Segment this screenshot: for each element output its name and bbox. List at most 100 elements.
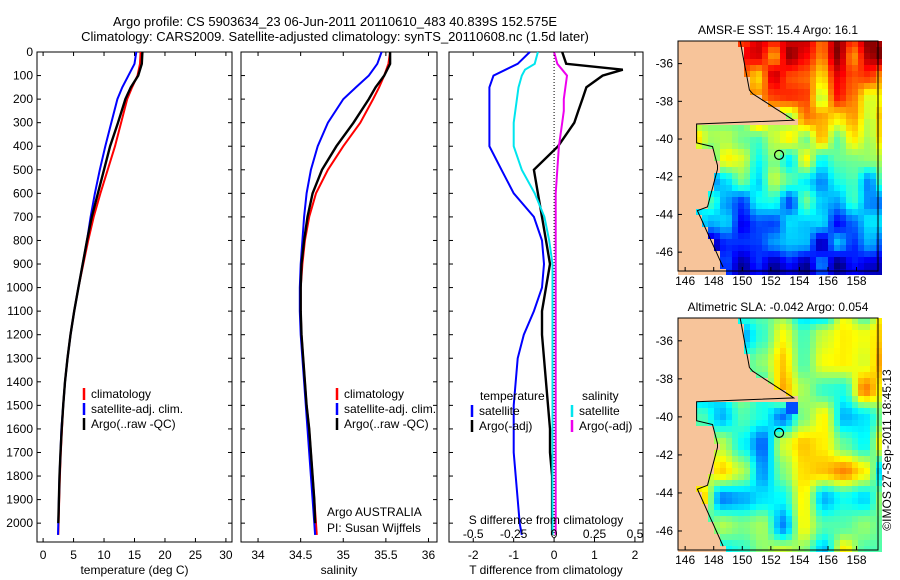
map-cell	[786, 324, 792, 330]
map-cell	[726, 474, 732, 480]
map-cell	[864, 534, 870, 540]
map-cell	[726, 71, 732, 77]
map-cell	[708, 372, 714, 378]
map-cell	[726, 209, 732, 215]
map-cell	[768, 336, 774, 342]
map-cell	[870, 540, 876, 546]
map-cell	[678, 227, 684, 233]
map-cell	[732, 456, 738, 462]
map-cell	[750, 318, 756, 324]
map-cell	[732, 71, 738, 77]
map-cell	[756, 137, 762, 143]
map-cell	[714, 41, 720, 47]
map-cell	[768, 113, 774, 119]
map-cell	[780, 522, 786, 528]
map-cell	[750, 426, 756, 432]
map-cell	[714, 528, 720, 534]
map-cell	[684, 125, 690, 131]
map-cell	[696, 354, 702, 360]
map-cell	[786, 125, 792, 131]
map-cell	[792, 197, 798, 203]
map-cell	[870, 462, 876, 468]
map-cell	[870, 203, 876, 209]
map-cell	[786, 534, 792, 540]
map-cell	[774, 480, 780, 486]
map-cell	[714, 131, 720, 137]
map-cell	[678, 95, 684, 101]
map-cell	[798, 269, 804, 275]
map-cell	[678, 342, 684, 348]
map-cell	[708, 119, 714, 125]
map-cell	[780, 462, 786, 468]
map-cell	[774, 414, 780, 420]
map-cell	[816, 263, 822, 269]
map-cell	[792, 354, 798, 360]
map-cell	[876, 522, 882, 528]
map-cell	[732, 215, 738, 221]
map-cell	[858, 510, 864, 516]
map-cell	[690, 227, 696, 233]
map-cell	[726, 119, 732, 125]
map-cell	[732, 137, 738, 143]
map-cell	[708, 185, 714, 191]
map-cell	[690, 95, 696, 101]
map-cell	[684, 444, 690, 450]
map-cell	[774, 221, 780, 227]
map-cell	[792, 239, 798, 245]
map-cell	[738, 89, 744, 95]
map-cell	[726, 414, 732, 420]
map-cell	[780, 516, 786, 522]
map-cell	[768, 498, 774, 504]
map-cell	[744, 257, 750, 263]
map-cell	[774, 324, 780, 330]
map-cell	[840, 221, 846, 227]
map-cell	[876, 348, 882, 354]
map-cell	[732, 239, 738, 245]
map-cell	[702, 438, 708, 444]
map-cell	[834, 65, 840, 71]
map-cell	[750, 408, 756, 414]
map-cell	[810, 155, 816, 161]
map-cell	[822, 53, 828, 59]
map-cell	[762, 354, 768, 360]
map-cell	[708, 263, 714, 269]
map-cell	[678, 450, 684, 456]
map-cell	[798, 456, 804, 462]
map-cell	[726, 173, 732, 179]
map-cell	[840, 348, 846, 354]
map-cell	[768, 251, 774, 257]
map-cell	[852, 113, 858, 119]
map-cell	[876, 546, 882, 552]
map-cell	[744, 414, 750, 420]
map-cell	[804, 498, 810, 504]
map-cell	[810, 95, 816, 101]
map-cell	[696, 161, 702, 167]
map-cell	[696, 516, 702, 522]
map-cell	[762, 462, 768, 468]
map-cell	[786, 408, 792, 414]
map-cell	[780, 197, 786, 203]
map-cell	[828, 450, 834, 456]
map-cell	[714, 197, 720, 203]
map-cell	[852, 191, 858, 197]
map-cell	[816, 143, 822, 149]
map-cell	[804, 438, 810, 444]
map-cell	[726, 456, 732, 462]
map-cell	[846, 480, 852, 486]
map-cell	[870, 221, 876, 227]
lat-tick-label: -40	[656, 132, 674, 146]
map-cell	[720, 119, 726, 125]
map-cell	[876, 426, 882, 432]
map-cell	[852, 510, 858, 516]
map-cell	[690, 161, 696, 167]
map-cell	[738, 203, 744, 209]
map-cell	[720, 384, 726, 390]
map-cell	[834, 522, 840, 528]
map-cell	[678, 378, 684, 384]
map-cell	[762, 185, 768, 191]
map-cell	[708, 462, 714, 468]
map-cell	[714, 53, 720, 59]
map-cell	[744, 456, 750, 462]
map-cell	[774, 173, 780, 179]
map-cell	[864, 161, 870, 167]
